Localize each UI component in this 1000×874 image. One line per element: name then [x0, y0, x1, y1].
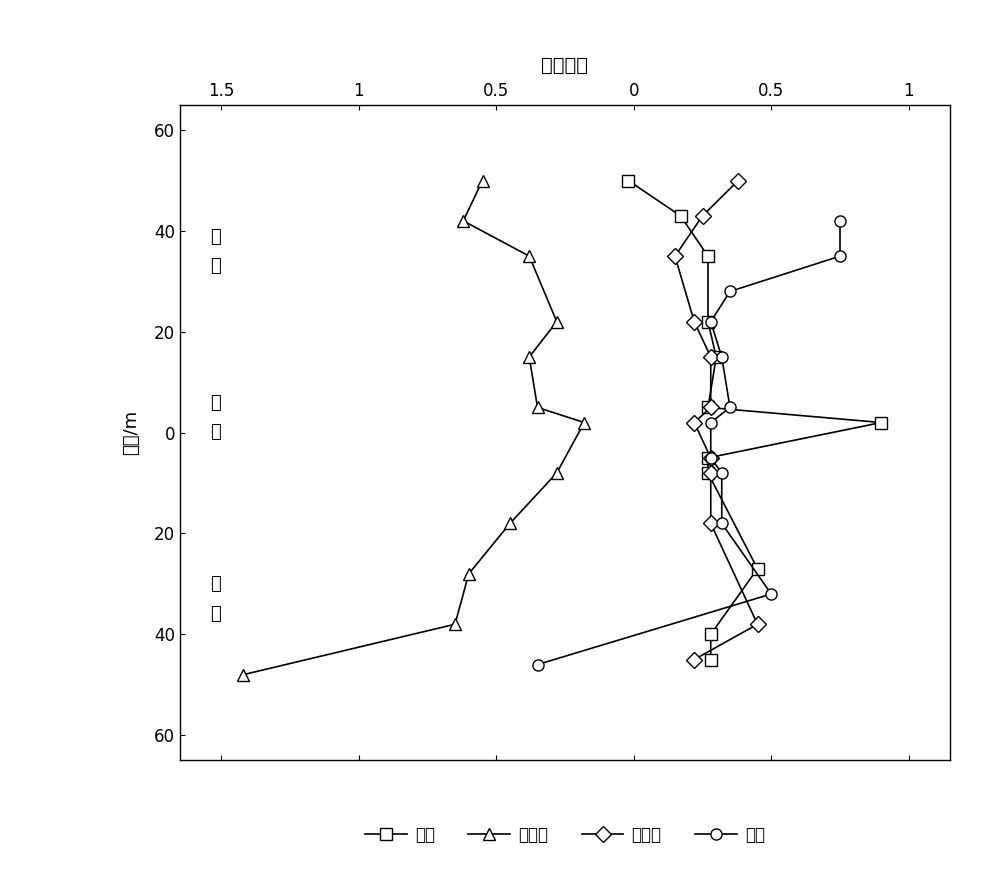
- 东风: [710, 351, 722, 362]
- 舒唐王: [476, 176, 488, 186]
- 东风: [674, 211, 686, 221]
- 东风: [622, 176, 634, 186]
- 东风: [705, 629, 717, 640]
- 修石渡: [705, 518, 717, 529]
- 东风: [702, 453, 714, 463]
- 舒唐王: [457, 216, 469, 226]
- 舒唐王: [523, 351, 535, 362]
- 舒唐王: [504, 518, 516, 529]
- 太平: [716, 351, 728, 362]
- Text: 滑
带: 滑 带: [210, 394, 221, 441]
- 修石渡: [705, 351, 717, 362]
- Y-axis label: 深度/m: 深度/m: [122, 410, 140, 455]
- 舒唐王: [463, 569, 475, 579]
- 舒唐王: [449, 619, 461, 629]
- 东风: [875, 417, 887, 427]
- 修石渡: [705, 402, 717, 413]
- Text: 滑
床: 滑 床: [210, 575, 221, 622]
- 东风: [702, 468, 714, 478]
- 舒唐王: [551, 316, 563, 327]
- 修石渡: [705, 453, 717, 463]
- 修石渡: [732, 176, 744, 186]
- 修石渡: [688, 655, 700, 665]
- 太平: [765, 589, 777, 600]
- Line: 东风: 东风: [623, 175, 887, 665]
- 太平: [724, 286, 736, 296]
- Line: 太平: 太平: [532, 215, 846, 670]
- Line: 修石渡: 修石渡: [669, 175, 763, 665]
- 舒唐王: [237, 669, 249, 680]
- 东风: [702, 316, 714, 327]
- 舒唐王: [523, 251, 535, 261]
- 东风: [752, 564, 764, 574]
- 修石渡: [688, 417, 700, 427]
- 太平: [834, 251, 846, 261]
- 修石渡: [669, 251, 681, 261]
- 太平: [716, 468, 728, 478]
- 修石渡: [705, 468, 717, 478]
- 太平: [705, 453, 717, 463]
- 舒唐王: [551, 468, 563, 478]
- 东风: [702, 251, 714, 261]
- 太平: [724, 402, 736, 413]
- 东风: [705, 655, 717, 665]
- Legend: 东风, 舒唐王, 修石渡, 太平: 东风, 舒唐王, 修石渡, 太平: [358, 819, 772, 850]
- 舒唐王: [532, 402, 544, 413]
- X-axis label: 液性指数: 液性指数: [542, 56, 588, 75]
- 修石渡: [688, 316, 700, 327]
- Text: 滑
体: 滑 体: [210, 227, 221, 274]
- 舒唐王: [578, 417, 590, 427]
- 修石渡: [696, 211, 708, 221]
- 太平: [716, 518, 728, 529]
- 太平: [705, 316, 717, 327]
- 太平: [532, 659, 544, 669]
- 太平: [834, 216, 846, 226]
- 太平: [705, 417, 717, 427]
- 修石渡: [752, 619, 764, 629]
- Line: 舒唐王: 舒唐王: [238, 175, 590, 680]
- 东风: [702, 402, 714, 413]
